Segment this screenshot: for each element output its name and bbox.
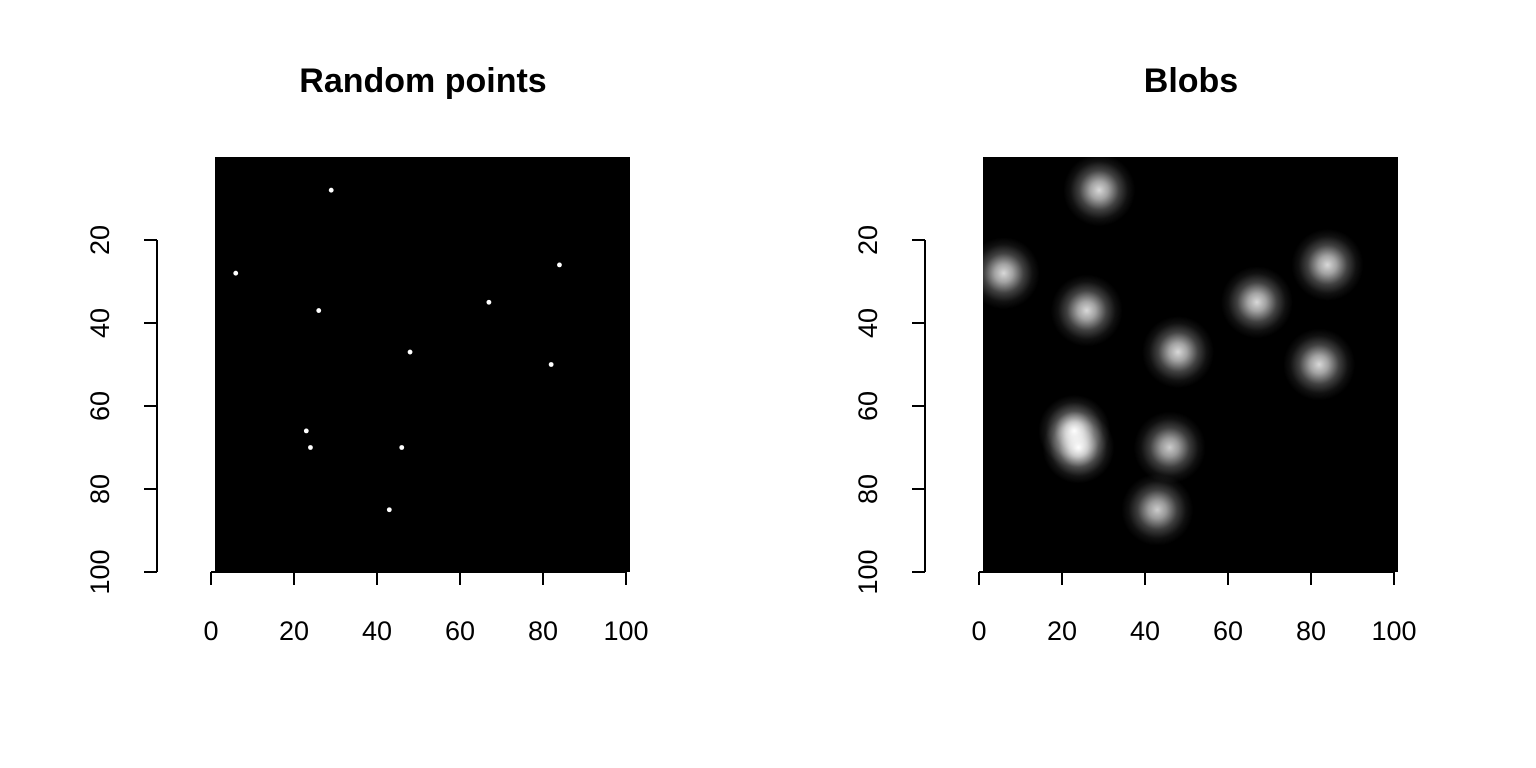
plot-background — [215, 157, 630, 572]
blob — [1042, 411, 1115, 484]
x-tick-label: 20 — [279, 616, 309, 646]
y-axis: 20 40 60 80 100 — [853, 225, 926, 595]
data-point — [303, 428, 309, 434]
x-tick-label: 20 — [1047, 616, 1077, 646]
y-tick-label: 80 — [853, 474, 883, 504]
x-tick-label: 80 — [528, 616, 558, 646]
x-tick-label: 100 — [603, 616, 648, 646]
y-tick-label: 40 — [85, 308, 115, 338]
x-tick-label: 80 — [1296, 616, 1326, 646]
y-tick-label: 100 — [85, 549, 115, 594]
panel-random-points: Random points 0 20 40 60 80 100 20 40 60 80 100 — [85, 62, 649, 646]
data-point — [486, 299, 492, 305]
x-tick-label: 0 — [203, 616, 218, 646]
data-point — [399, 445, 405, 450]
x-axis: 0 20 40 60 80 100 — [203, 571, 649, 646]
panel-title: Blobs — [1144, 62, 1238, 100]
blob — [983, 237, 1040, 310]
blob — [1133, 411, 1206, 484]
y-tick-label: 80 — [85, 474, 115, 504]
y-tick-label: 20 — [85, 225, 115, 255]
blob — [1063, 157, 1136, 227]
blobs-layer — [983, 157, 1364, 546]
x-tick-label: 40 — [1130, 616, 1160, 646]
y-tick-label: 60 — [853, 391, 883, 421]
x-axis: 0 20 40 60 80 100 — [971, 571, 1417, 646]
data-point — [328, 187, 334, 193]
data-point — [308, 445, 313, 450]
blob — [1283, 328, 1356, 401]
blob — [1121, 473, 1194, 546]
points-layer — [233, 187, 562, 513]
x-tick-label: 100 — [1371, 616, 1416, 646]
data-point — [407, 349, 413, 355]
y-axis: 20 40 60 80 100 — [85, 225, 158, 595]
panel-blobs: Blobs 0 20 40 60 80 100 20 40 60 80 100 — [853, 62, 1417, 646]
data-point — [548, 362, 554, 367]
y-tick-label: 40 — [853, 308, 883, 338]
y-tick-label: 100 — [853, 549, 883, 594]
blob — [1291, 228, 1364, 301]
x-tick-label: 0 — [971, 616, 986, 646]
y-tick-label: 20 — [853, 225, 883, 255]
y-tick-label: 60 — [85, 391, 115, 421]
x-tick-label: 60 — [445, 616, 475, 646]
panel-title: Random points — [299, 62, 546, 100]
blob — [1142, 316, 1215, 389]
x-tick-label: 60 — [1213, 616, 1243, 646]
data-point — [316, 308, 322, 313]
blob — [1220, 266, 1293, 339]
blob — [1050, 274, 1123, 347]
x-tick-label: 40 — [362, 616, 392, 646]
data-point — [386, 507, 392, 513]
data-point — [557, 262, 562, 268]
data-point — [233, 270, 239, 276]
